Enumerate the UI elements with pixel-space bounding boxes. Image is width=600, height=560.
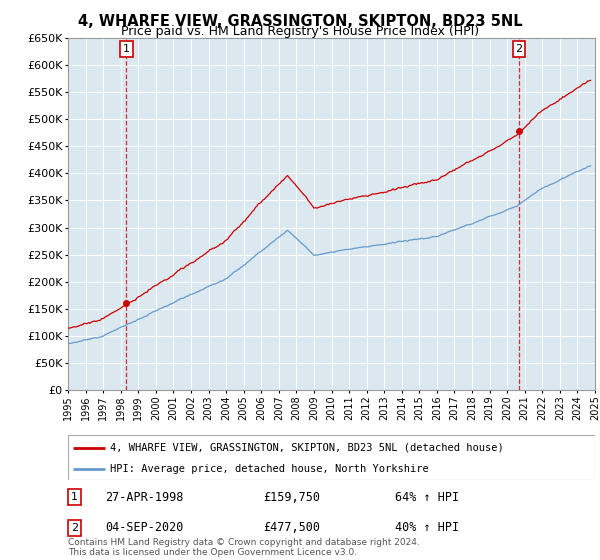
Text: 2: 2 — [71, 523, 78, 533]
Text: 1: 1 — [123, 44, 130, 54]
Text: 04-SEP-2020: 04-SEP-2020 — [105, 521, 183, 534]
Text: 2: 2 — [515, 44, 523, 54]
Text: 64% ↑ HPI: 64% ↑ HPI — [395, 491, 459, 503]
Text: HPI: Average price, detached house, North Yorkshire: HPI: Average price, detached house, Nort… — [110, 464, 429, 474]
Text: 1: 1 — [71, 492, 78, 502]
Text: £159,750: £159,750 — [263, 491, 320, 503]
Text: 4, WHARFE VIEW, GRASSINGTON, SKIPTON, BD23 5NL: 4, WHARFE VIEW, GRASSINGTON, SKIPTON, BD… — [77, 14, 523, 29]
Text: £477,500: £477,500 — [263, 521, 320, 534]
Text: 4, WHARFE VIEW, GRASSINGTON, SKIPTON, BD23 5NL (detached house): 4, WHARFE VIEW, GRASSINGTON, SKIPTON, BD… — [110, 442, 504, 452]
Text: 40% ↑ HPI: 40% ↑ HPI — [395, 521, 459, 534]
Text: 27-APR-1998: 27-APR-1998 — [105, 491, 183, 503]
Text: Contains HM Land Registry data © Crown copyright and database right 2024.
This d: Contains HM Land Registry data © Crown c… — [68, 538, 420, 557]
Text: Price paid vs. HM Land Registry's House Price Index (HPI): Price paid vs. HM Land Registry's House … — [121, 25, 479, 38]
